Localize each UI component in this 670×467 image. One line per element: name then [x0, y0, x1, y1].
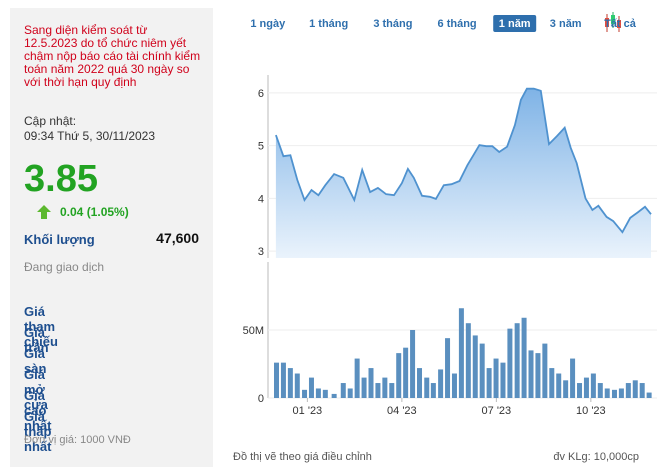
row-label: Giá trần — [24, 325, 49, 355]
volume-bar — [521, 317, 527, 398]
volume-bar — [618, 388, 624, 398]
status: Đang giao dịch — [24, 260, 105, 274]
volume-bar — [280, 362, 286, 398]
volume-bar — [354, 358, 360, 398]
volume-bar — [570, 358, 576, 398]
volume-bar — [458, 308, 464, 398]
volume-bar — [493, 358, 499, 398]
volume-bar — [639, 383, 645, 398]
line — [275, 87, 652, 234]
price: 3.85 — [24, 158, 98, 200]
footer-left: Đồ thị vẽ theo giá điều chỉnh — [233, 451, 372, 463]
volume-bar — [528, 350, 534, 398]
volume-bar — [445, 338, 451, 398]
y-tick-label: 4 — [258, 193, 264, 205]
updated-time: 09:34 Thứ 5, 30/11/2023 — [24, 129, 156, 143]
volume-bar — [556, 373, 562, 398]
volume-bar — [625, 383, 631, 398]
range-button[interactable]: 1 năm — [499, 18, 531, 30]
volume-bar — [294, 373, 300, 398]
notice: Sang diện kiểm soát từ 12.5.2023 do tổ c… — [24, 23, 201, 89]
chart-area: 1 ngày 1 tháng 3 tháng 6 tháng 1 năm 3 năm Tất… — [233, 12, 657, 463]
volume-bar — [368, 368, 374, 398]
volume-bar — [382, 377, 388, 398]
range-button[interactable]: 1 tháng — [309, 18, 348, 30]
volume-bar — [302, 389, 308, 398]
y-tick-label: 3 — [258, 246, 264, 258]
range-button[interactable]: 6 tháng — [438, 18, 477, 30]
range-active-bg — [493, 15, 537, 32]
volume-bar — [486, 368, 492, 398]
volume-bar — [597, 383, 603, 398]
footer-right: đv KLg: 10,000cp — [553, 451, 639, 463]
unit: Đơn vị giá: 1000 VNĐ — [24, 434, 131, 446]
x-tick-label: 04 '23 — [387, 405, 417, 417]
row-label: Giá sàn — [24, 346, 47, 376]
volume-bar — [590, 373, 596, 398]
volume-bar — [611, 389, 617, 398]
row-label: Giá mở cửa — [24, 367, 48, 412]
volume-bar — [308, 377, 314, 398]
row-label: Giá tham chiếu — [24, 304, 58, 349]
volume-bar — [632, 380, 638, 398]
volume-bar — [375, 383, 381, 398]
x-tick-label: 01 '23 — [293, 405, 323, 417]
y-tick-label: 0 — [258, 393, 264, 405]
volume-bar — [331, 393, 337, 398]
volume-bar — [403, 347, 409, 398]
volume-label: Khối lượng — [24, 232, 95, 247]
volume-bar — [577, 383, 583, 398]
volume-bar — [535, 353, 541, 398]
range-button[interactable]: 3 năm — [550, 18, 582, 30]
volume-bar — [274, 362, 280, 398]
x-tick-label: 10 '23 — [576, 405, 606, 417]
up-arrow — [37, 205, 51, 219]
volume-bar — [287, 368, 293, 398]
volume-bar — [430, 383, 436, 398]
volume-bar — [514, 323, 520, 398]
volume-bar — [479, 343, 485, 398]
volume-bar — [340, 383, 346, 398]
volume-bar — [542, 343, 548, 398]
volume-bar — [396, 353, 402, 398]
volume-bar — [549, 368, 555, 398]
range-button[interactable]: Tất cả — [604, 18, 637, 30]
y-tick-label: 6 — [258, 88, 264, 100]
row-label: Giá cao nhất — [24, 388, 52, 433]
range-button[interactable]: 1 ngày — [250, 18, 286, 30]
volume-bar — [472, 335, 478, 398]
candle-icon[interactable] — [605, 12, 621, 32]
volume-bar — [500, 362, 506, 398]
range-button[interactable]: 3 tháng — [373, 18, 412, 30]
volume-bar — [424, 377, 430, 398]
volume-bar — [417, 368, 423, 398]
change: 0.04 (1.05%) — [60, 205, 129, 219]
row-label: Giá thấp nhất — [24, 409, 52, 454]
volume-bar — [465, 323, 471, 398]
volume-bar — [451, 373, 457, 398]
volume-bar — [361, 377, 367, 398]
volume-bar — [322, 389, 328, 398]
volume-bar — [347, 388, 353, 398]
volume-bar — [604, 388, 610, 398]
quote-panel: Sang diện kiểm soát từ 12.5.2023 do tổ c… — [10, 8, 213, 467]
volume: 47,600 — [156, 230, 199, 246]
x-tick-label: 07 '23 — [482, 405, 512, 417]
y-tick-label: 50M — [243, 325, 264, 337]
updated-label: Cập nhật: — [24, 114, 77, 128]
volume-bar — [646, 392, 652, 398]
volume-bar — [507, 328, 513, 398]
volume-bar — [563, 380, 569, 398]
volume-bar — [410, 330, 416, 398]
y-tick-label: 5 — [258, 141, 264, 153]
volume-bar — [389, 383, 395, 398]
volume-bar — [583, 377, 589, 398]
volume-bar — [315, 388, 321, 398]
volume-bar — [438, 369, 444, 398]
